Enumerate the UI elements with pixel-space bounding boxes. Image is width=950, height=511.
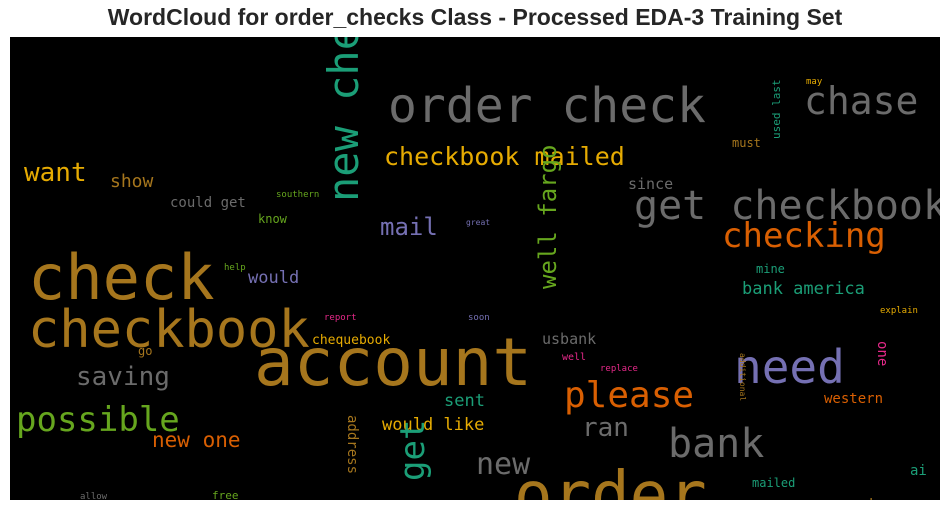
- word-want: want: [24, 158, 87, 188]
- word-please: please: [564, 375, 694, 416]
- word-since: since: [628, 175, 673, 193]
- word-must: must: [732, 136, 761, 150]
- word-make: make: [852, 497, 886, 500]
- word-sent: sent: [444, 391, 485, 411]
- word-saving: saving: [76, 362, 170, 392]
- word-allow: allow: [80, 492, 108, 500]
- word-would: would: [248, 268, 299, 288]
- word-account: account: [254, 324, 532, 401]
- word-well-fargo: well fargo: [534, 145, 562, 290]
- word-show: show: [110, 171, 154, 192]
- word-new: new: [476, 447, 531, 482]
- word-checkbook-mailed: checkbook mailed: [384, 142, 625, 171]
- word-mailed: mailed: [752, 476, 795, 490]
- word-well: well: [562, 352, 586, 363]
- word-ran: ran: [582, 413, 629, 443]
- word-new-one: new one: [152, 428, 241, 452]
- word-help: help: [224, 263, 246, 273]
- word-bank: bank: [668, 421, 764, 467]
- word-check: check: [28, 241, 215, 314]
- word-order: order: [514, 459, 707, 500]
- word-possible: possible: [16, 400, 180, 440]
- word-soon: soon: [468, 313, 490, 323]
- word-usbank: usbank: [542, 330, 596, 348]
- word-mail: mail: [380, 213, 438, 241]
- word-mine: mine: [756, 262, 785, 276]
- word-new-check: new check: [319, 37, 368, 202]
- wordcloud-panel: order check chase new check checkbook maile…: [10, 37, 940, 500]
- word-get: get: [393, 420, 433, 481]
- word-replace: replace: [600, 364, 638, 374]
- word-need: need: [734, 340, 845, 394]
- word-could-get: could get: [170, 195, 246, 211]
- word-ai: ai: [910, 463, 927, 479]
- word-additional: additional: [738, 353, 747, 401]
- word-free: free: [212, 489, 239, 500]
- word-great: great: [466, 218, 490, 227]
- word-southern: southern: [276, 190, 319, 200]
- word-report: report: [324, 313, 357, 323]
- word-chase: chase: [804, 79, 918, 123]
- word-checkbook: checkbook: [28, 300, 310, 360]
- word-explain: explain: [880, 306, 918, 316]
- chart-title: WordCloud for order_checks Class - Proce…: [107, 4, 843, 30]
- word-western: western: [824, 391, 883, 407]
- word-one: one: [874, 341, 890, 366]
- word-know: know: [258, 212, 288, 226]
- word-get-checkbook: get checkbook: [634, 183, 940, 229]
- word-may: may: [806, 77, 823, 87]
- word-would-like: would like: [382, 415, 484, 435]
- word-order-check: order check: [388, 78, 706, 134]
- word-used-last: used last: [770, 79, 783, 139]
- word-address: address: [344, 415, 360, 474]
- word-go: go: [138, 344, 152, 358]
- word-bank-america: bank america: [742, 279, 865, 299]
- word-chequebook: chequebook: [312, 333, 390, 348]
- word-fargo-account: fargo account: [160, 498, 364, 500]
- word-checking: checking: [722, 216, 886, 256]
